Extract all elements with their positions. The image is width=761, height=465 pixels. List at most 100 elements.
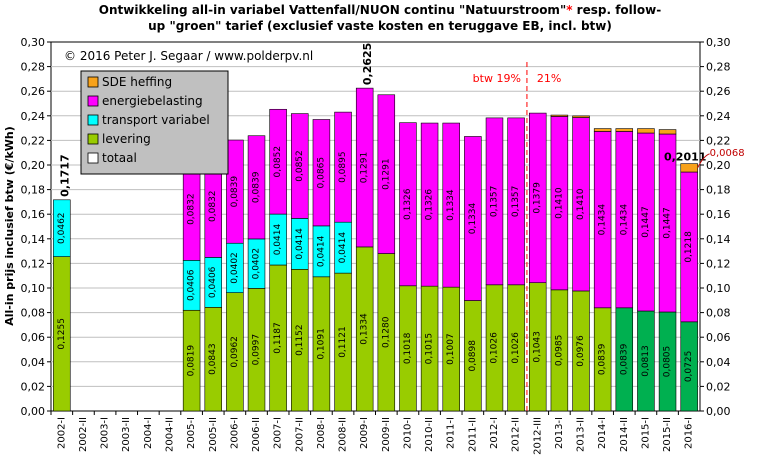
- segment-label-levering: 0,1255: [57, 318, 67, 350]
- segment-label-energiebelasting: 0,1447: [641, 206, 651, 238]
- y-tick-label-left: 0,30: [21, 36, 46, 49]
- y-tick-label-right: 0,18: [706, 184, 731, 197]
- segment-label-levering: 0,0898: [468, 340, 478, 372]
- segment-label-transport: 0,0414: [273, 224, 283, 256]
- bar-segment-sde: [593, 128, 612, 132]
- y-tick-label-right: 0,22: [706, 134, 731, 147]
- segment-label-levering: 0,0985: [554, 335, 564, 367]
- x-tick-label: 2002-I: [56, 417, 67, 449]
- segment-label-levering: 0,1026: [489, 332, 499, 364]
- bar-segment-energiebelasting: [377, 94, 396, 254]
- segment-label-levering: 0,1280: [381, 316, 391, 348]
- bar-segment-energiebelasting: [355, 87, 374, 248]
- segment-label-energiebelasting: 0,1447: [663, 207, 673, 239]
- segment-label-energiebelasting: 0,1410: [576, 188, 586, 220]
- y-tick-label-right: 0,08: [706, 307, 731, 320]
- y-tick-label-right: 0,10: [706, 282, 731, 295]
- segment-label-levering: 0,1187: [273, 322, 283, 354]
- segment-label-levering: 0,0962: [230, 336, 240, 368]
- segment-label-energiebelasting: 0,1326: [403, 188, 413, 220]
- x-tick-label: 2016-I: [684, 417, 695, 449]
- segment-label-levering: 0,1015: [425, 333, 435, 365]
- bar-segment-energiebelasting: [529, 112, 547, 284]
- y-axis-label: All-in prijs inclusief btw (€/kWh): [3, 126, 16, 326]
- segment-label-levering: 0,0976: [576, 335, 586, 367]
- segment-label-transport: 0,0402: [252, 248, 262, 280]
- y-tick-label-left: 0,18: [21, 184, 46, 197]
- segment-label-transport: 0,0414: [316, 235, 326, 267]
- y-tick-label-right: 0,24: [706, 110, 731, 123]
- legend-label: energiebelasting: [102, 94, 203, 108]
- x-tick-label: 2003-I: [100, 417, 111, 449]
- bar-segment-sde: [572, 115, 590, 118]
- y-tick-label-left: 0,08: [21, 307, 46, 320]
- y-axis-left: 0,00 0,02 0,04 0,06 0,08 0,10 0,12 0,14 0,16 0,18…: [21, 36, 51, 418]
- y-tick-label-left: 0,16: [21, 208, 46, 221]
- chart-title-line-1-post: resp. follow-: [572, 3, 661, 17]
- bar-segment-energiebelasting: [247, 135, 266, 240]
- y-tick-label-right: 0,14: [706, 233, 731, 246]
- x-tick-label: 2011-II: [467, 417, 478, 452]
- legend: SDE heffing energiebelasting transport var…: [80, 70, 229, 175]
- legend-label: transport variabel: [102, 113, 210, 127]
- y-tick-label-left: 0,22: [21, 134, 46, 147]
- segment-label-energiebelasting: 0,0895: [338, 151, 348, 183]
- legend-label: levering: [102, 132, 151, 146]
- x-tick-label: 2004-II: [164, 417, 175, 452]
- y-tick-label-right: 0,26: [706, 85, 731, 98]
- segment-label-transport: 0,0414: [338, 232, 348, 264]
- segment-label-levering: 0,1026: [511, 332, 521, 364]
- bars: [53, 87, 698, 412]
- segment-label-energiebelasting: 0,0839: [230, 176, 240, 208]
- total-label: 0,2011: [664, 151, 706, 164]
- bar-segment-sde: [658, 129, 677, 135]
- segment-label-levering: 0,1007: [446, 333, 456, 365]
- copyright-notice: © 2016 Peter J. Segaar / www.polderpv.nl: [64, 49, 313, 63]
- total-label: 0,1717: [58, 154, 71, 196]
- x-tick-label: 2008-II: [338, 417, 349, 452]
- bar-segment-energiebelasting: [312, 119, 331, 227]
- segment-label-levering: 0,0843: [208, 343, 218, 375]
- x-tick-label: 2012-I: [489, 417, 500, 449]
- bar-segment-energiebelasting: [269, 108, 287, 215]
- segment-label-energiebelasting: 0,1357: [511, 186, 521, 218]
- x-tick-label: 2013-I: [554, 417, 565, 449]
- x-tick-label: 2004-I: [143, 417, 154, 449]
- legend-swatch: [87, 114, 99, 126]
- segment-label-energiebelasting: 0,1379: [533, 182, 543, 214]
- segment-label-levering: 0,1091: [316, 328, 326, 360]
- segment-label-energiebelasting: 0,1357: [489, 186, 499, 218]
- segment-label-energiebelasting: 0,1291: [381, 158, 391, 190]
- y-tick-label-right: 0,04: [706, 356, 731, 369]
- x-tick-label: 2003-II: [121, 417, 132, 452]
- x-tick-label: 2011-I: [446, 417, 457, 449]
- y-tick-label-right: 0,12: [706, 257, 731, 270]
- chart-title-line-2: up "groen" tarief (exclusief vaste koste…: [148, 19, 612, 33]
- bar-segment-energiebelasting: [507, 117, 525, 286]
- sde-callout-label: 0,0068: [710, 148, 745, 159]
- gridlines: [51, 66, 700, 387]
- legend-swatch: [87, 95, 99, 107]
- bar-segment-energiebelasting: [485, 117, 504, 286]
- bar-segment-energiebelasting: [464, 136, 482, 301]
- y-tick-label-left: 0,24: [21, 110, 46, 123]
- x-tick-label: 2010-II: [424, 417, 435, 452]
- segment-label-transport: 0,0414: [295, 228, 305, 260]
- segment-label-levering: 0,1152: [295, 324, 305, 356]
- y-axis-right: 0,00 0,02 0,04 0,06 0,08 0,10 0,12 0,14 0,16 0,18…: [700, 36, 731, 418]
- y-tick-label-left: 0,20: [21, 159, 46, 172]
- x-tick-label: 2007-I: [273, 417, 284, 449]
- y-tick-label-left: 0,10: [21, 282, 46, 295]
- x-tick-label: 2015-I: [640, 417, 651, 449]
- bar-segment-sde: [680, 163, 698, 173]
- segment-label-energiebelasting: 0,0865: [316, 157, 326, 189]
- y-tick-label-right: 0,00: [706, 405, 731, 418]
- btw-label-left: btw 19%: [473, 72, 521, 85]
- y-tick-label-left: 0,04: [21, 356, 46, 369]
- x-tick-label: 2009-I: [359, 417, 370, 449]
- legend-label: SDE heffing: [102, 75, 172, 89]
- segment-label-levering: 0,1334: [360, 313, 370, 345]
- x-tick-label: 2005-I: [186, 417, 197, 449]
- segment-label-levering: 0,0805: [663, 346, 673, 378]
